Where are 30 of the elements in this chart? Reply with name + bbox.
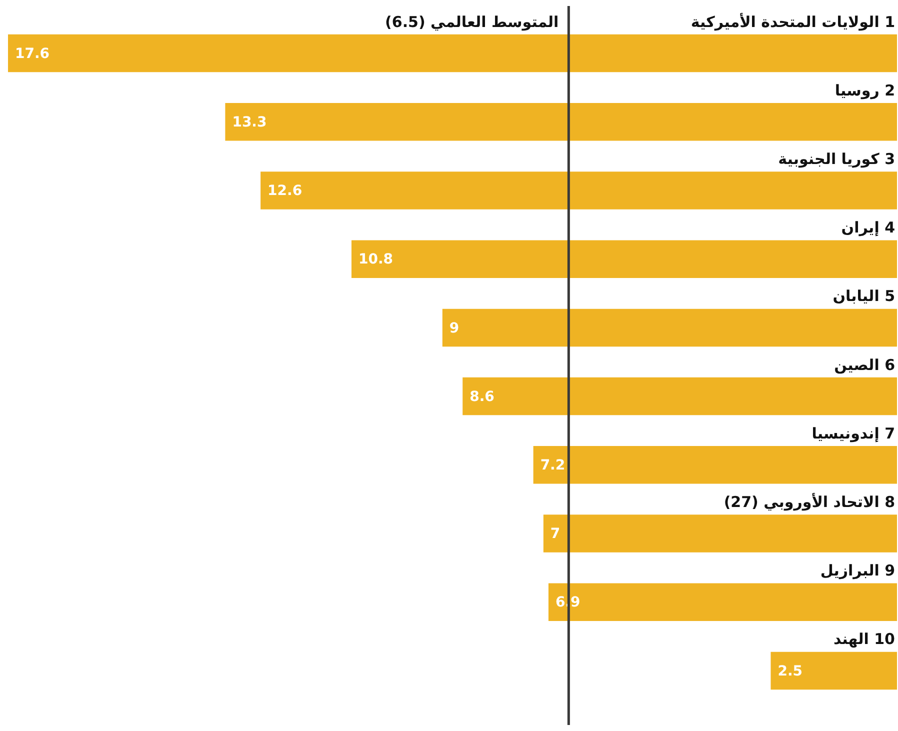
bar [8,34,897,72]
y-tick-label: 6 الصين [834,356,895,374]
bar [260,172,897,210]
bar [770,652,897,690]
bar [533,446,897,484]
ref-line-label: المتوسط العالمي (6.5) [385,12,559,31]
y-tick-label: 8 الاتحاد الأوروبي (27) [724,492,895,512]
data-label: 7.2 [540,458,566,474]
bar [225,103,897,141]
y-tick-label: 5 اليابان [832,287,895,306]
y-tick-label: 3 كوريا الجنوبية [778,150,895,168]
data-label: 8.6 [470,388,494,405]
bar [543,514,897,552]
bar [462,377,897,416]
bar [442,308,897,347]
y-tick-label: 9 البرازيل [820,562,895,580]
data-label: 12.6 [268,183,302,200]
data-label: 2.5 [778,663,803,680]
data-label: 17.6 [15,46,50,62]
y-tick-label: 7 إندونيسيا [812,424,895,442]
bar [351,240,897,278]
data-label: 9 [449,320,460,336]
y-tick-label: 10 الهند [833,630,895,648]
bar [548,583,897,621]
y-tick-label: 1 الولايات المتحدة الأميركية [690,12,895,31]
y-tick-label: 4 إيران [841,218,895,237]
data-label: 13.3 [232,114,267,131]
data-label: 10.8 [358,252,394,268]
data-label: 7 [550,526,560,542]
y-tick-label: 2 روسيا [834,81,895,100]
